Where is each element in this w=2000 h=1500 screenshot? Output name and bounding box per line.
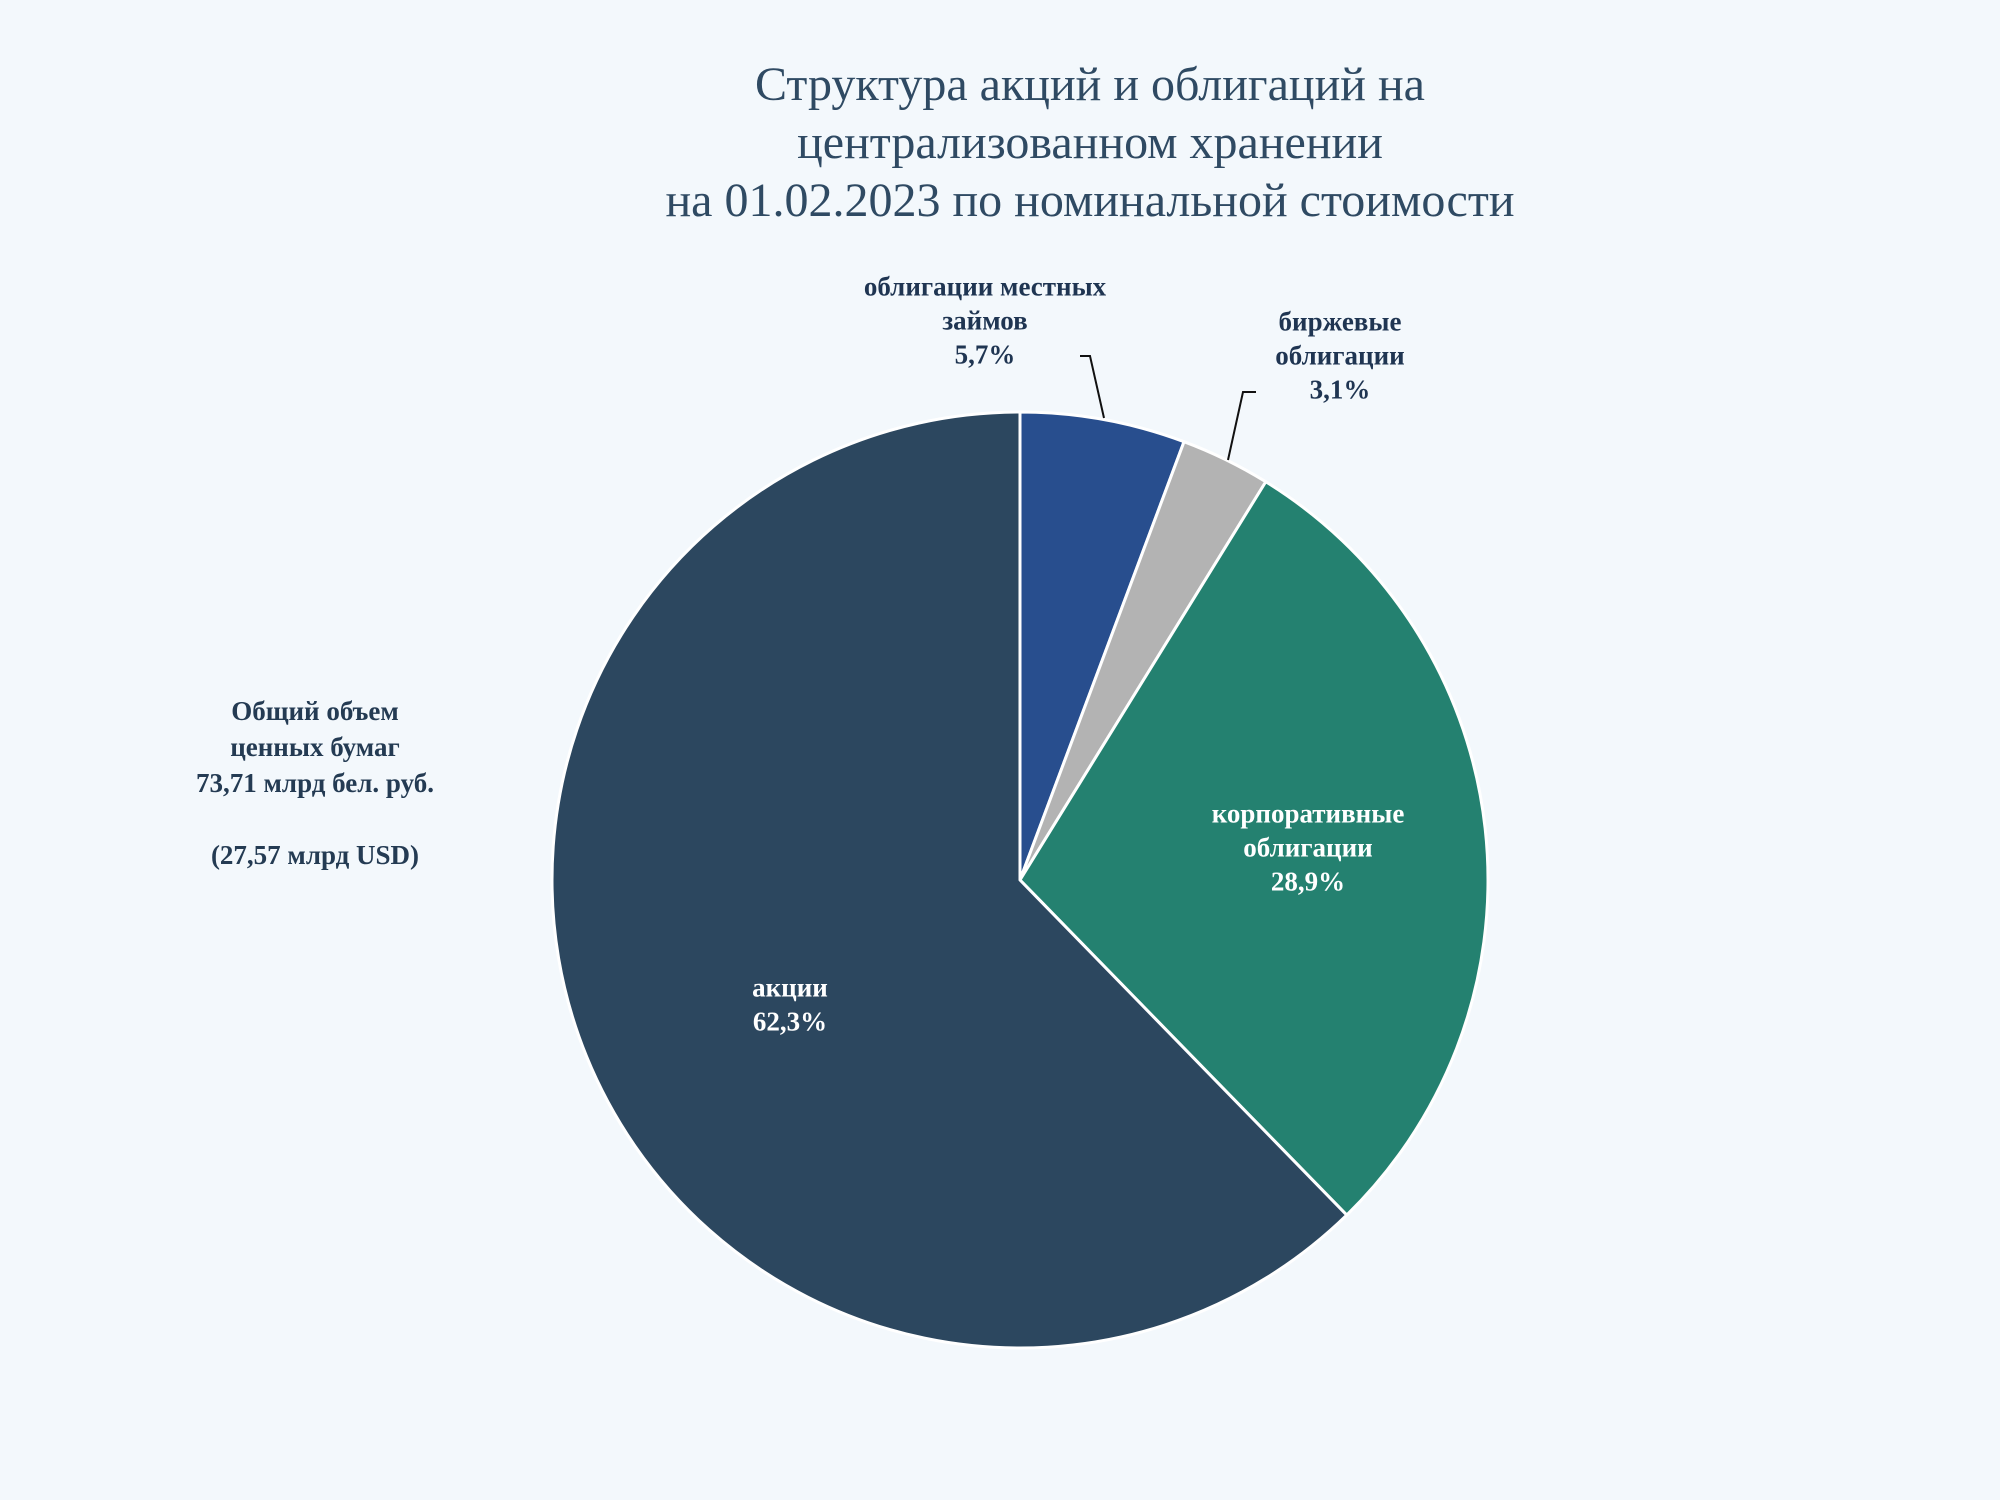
- chart-title: Структура акций и облигаций на централиз…: [500, 56, 1680, 230]
- slice-value-corporate: 28,9%: [1271, 866, 1345, 896]
- leader-line-exchange: [1227, 391, 1256, 461]
- slice-label-corporate: корпоративные облигации 28,9%: [1212, 798, 1405, 896]
- pie-labels: облигации местных займов 5,7% биржевые облиг…: [752, 271, 1405, 1036]
- slice-label-corporate-line-1: корпоративные: [1212, 798, 1405, 828]
- slice-label-corporate-line-2: облигации: [1243, 832, 1372, 862]
- slice-label-exchange-line-1: биржевые: [1279, 306, 1402, 336]
- leader-line-local: [1080, 355, 1105, 419]
- total-volume-spacer: [100, 801, 530, 837]
- total-volume-line-3: 73,71 млрд бел. руб.: [196, 768, 434, 798]
- slice-label-local: облигации местных займов 5,7%: [864, 271, 1107, 369]
- chart-title-line-2: централизованном хранении: [797, 116, 1383, 169]
- slice-label-exchange: биржевые облигации 3,1%: [1275, 306, 1404, 404]
- chart-title-line-1: Структура акций и облигаций на: [755, 58, 1425, 111]
- slice-value-exchange: 3,1%: [1310, 374, 1371, 404]
- slice-label-local-line-2: займов: [942, 305, 1027, 335]
- slice-label-shares: акции 62,3%: [752, 972, 828, 1036]
- total-volume-line-4: (27,57 млрд USD): [210, 840, 420, 870]
- chart-title-line-3: на 01.02.2023 по номинальной стоимости: [665, 174, 1515, 227]
- total-volume-line-2: ценных бумаг: [230, 732, 400, 762]
- slice-label-shares-line-1: акции: [752, 972, 828, 1002]
- slice-value-local: 5,7%: [955, 339, 1016, 369]
- total-volume-line-1: Общий объем: [231, 696, 399, 726]
- pie-slice-shares: [550, 410, 1349, 1350]
- slice-label-local-line-1: облигации местных: [864, 271, 1107, 301]
- pie-slices: [550, 410, 1490, 1350]
- pie-slice-local: [1018, 410, 1186, 882]
- total-volume-note: Общий объем ценных бумаг 73,71 млрд бел.…: [100, 693, 530, 873]
- slice-label-exchange-line-2: облигации: [1275, 340, 1404, 370]
- pie-slice-corporate: [1018, 480, 1490, 1217]
- slice-value-shares: 62,3%: [753, 1006, 827, 1036]
